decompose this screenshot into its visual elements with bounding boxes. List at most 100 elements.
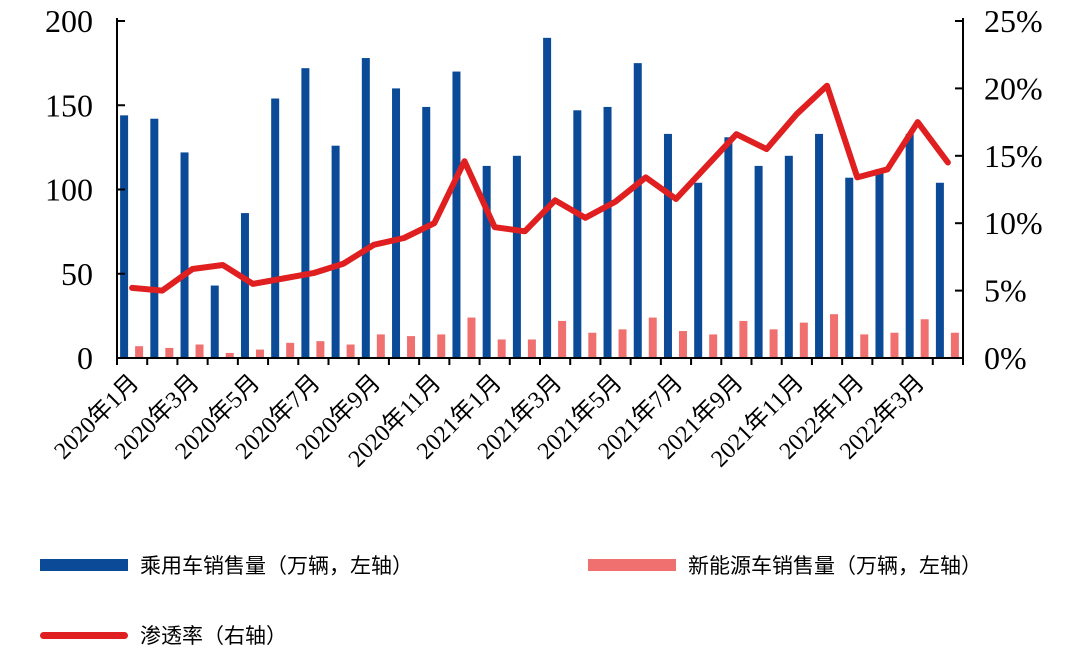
line-point xyxy=(705,166,707,168)
line-point xyxy=(494,226,496,228)
line-point xyxy=(252,283,254,285)
line-point xyxy=(192,268,194,270)
bar-passenger-car xyxy=(512,155,521,358)
bar-passenger-car xyxy=(543,37,552,358)
bar-passenger-car xyxy=(573,110,582,359)
bar-nev xyxy=(709,334,718,358)
bar-nev xyxy=(739,320,748,358)
bar-nev xyxy=(558,320,567,358)
bar-passenger-car xyxy=(150,118,159,358)
y-right-tick-label: 20% xyxy=(984,70,1043,106)
y-left-tick-label: 100 xyxy=(45,172,93,208)
bar-nev xyxy=(648,317,657,358)
line-point xyxy=(161,290,163,292)
bar-passenger-car xyxy=(482,165,491,358)
line-point xyxy=(584,217,586,219)
bar-nev xyxy=(286,342,295,358)
line-point xyxy=(282,277,284,279)
bar-nev xyxy=(950,332,959,358)
bar-passenger-car xyxy=(633,63,642,358)
line-penetration-rate xyxy=(129,82,951,294)
line-point xyxy=(675,198,677,200)
y-right-tick-label: 0% xyxy=(984,340,1027,376)
bar-nev xyxy=(225,352,234,358)
bar-nev xyxy=(165,347,174,358)
y-right-tick-label: 5% xyxy=(984,273,1027,309)
line-point xyxy=(343,263,345,265)
bar-nev xyxy=(376,334,385,358)
bar-passenger-car xyxy=(663,133,672,358)
y-right-tick-label: 10% xyxy=(984,205,1043,241)
bar-nev xyxy=(890,332,899,358)
line-point xyxy=(524,230,526,232)
bar-passenger-car xyxy=(240,213,249,358)
legend-label-nev: 新能源车销售量（万辆，左轴） xyxy=(688,554,982,578)
y-left-tick-label: 150 xyxy=(45,87,93,123)
line-point xyxy=(886,168,888,170)
line-point xyxy=(735,133,737,135)
bar-passenger-car xyxy=(694,182,703,358)
legend-label-passenger-car: 乘用车销售量（万辆，左轴） xyxy=(140,554,413,578)
line-point xyxy=(433,222,435,224)
line-point xyxy=(463,160,465,162)
bar-passenger-car xyxy=(361,58,370,358)
legend-item-passenger-car-sales: 乘用车销售量（万辆，左轴） xyxy=(40,550,413,580)
bar-nev xyxy=(920,319,929,358)
bar-passenger-car xyxy=(603,106,612,358)
bar-nev xyxy=(316,341,325,358)
bar-passenger-car xyxy=(180,152,189,358)
line-point xyxy=(615,201,617,203)
legend-swatch-passenger-car xyxy=(40,559,128,571)
y-right-tick-label: 25% xyxy=(984,3,1043,39)
bar-passenger-car xyxy=(784,155,793,358)
bar-passenger-car xyxy=(331,145,340,358)
line-point xyxy=(796,113,798,115)
bar-nev xyxy=(860,334,869,358)
bar-passenger-car xyxy=(210,285,219,358)
bar-nev xyxy=(407,336,416,358)
bar-nev xyxy=(588,332,597,358)
bar-nev xyxy=(799,322,808,358)
line-layer xyxy=(129,82,951,294)
bar-nev xyxy=(769,329,778,358)
bar-passenger-car xyxy=(905,133,914,358)
bar-nev xyxy=(437,334,446,358)
bar-nev xyxy=(497,339,506,358)
legend-label-penetration: 渗透率（右轴） xyxy=(140,624,287,648)
bar-passenger-car xyxy=(271,98,280,358)
bars-layer xyxy=(120,37,959,359)
bar-passenger-car xyxy=(392,88,401,359)
bar-passenger-car xyxy=(815,133,824,358)
legend-swatch-penetration xyxy=(40,631,128,639)
bar-nev xyxy=(830,314,839,358)
bar-nev xyxy=(135,346,144,358)
bar-nev xyxy=(618,329,627,358)
y-left-tick-label: 200 xyxy=(45,3,93,39)
bar-nev xyxy=(255,349,264,358)
line-point xyxy=(373,244,375,246)
legend-swatch-nev xyxy=(588,559,676,571)
line-point xyxy=(645,176,647,178)
line-point xyxy=(403,237,405,239)
bar-passenger-car xyxy=(754,165,763,358)
bar-passenger-car xyxy=(935,182,944,358)
line-point xyxy=(131,287,133,289)
line-point xyxy=(856,176,858,178)
bar-passenger-car xyxy=(875,169,884,358)
line-point xyxy=(826,85,828,87)
legend-item-penetration-rate: 渗透率（右轴） xyxy=(40,620,287,650)
line-point xyxy=(554,199,556,201)
line-point xyxy=(766,148,768,150)
line-point xyxy=(917,121,919,123)
bar-passenger-car xyxy=(301,68,310,359)
bar-passenger-car xyxy=(422,106,431,358)
bar-passenger-car xyxy=(845,177,854,358)
line-point xyxy=(312,272,314,274)
y-left-tick-label: 0 xyxy=(77,340,93,376)
line-point xyxy=(947,162,949,164)
line-point xyxy=(222,264,224,266)
legend-item-nev-sales: 新能源车销售量（万辆，左轴） xyxy=(588,550,982,580)
bar-nev xyxy=(346,344,355,358)
y-left-tick-label: 50 xyxy=(61,256,93,292)
